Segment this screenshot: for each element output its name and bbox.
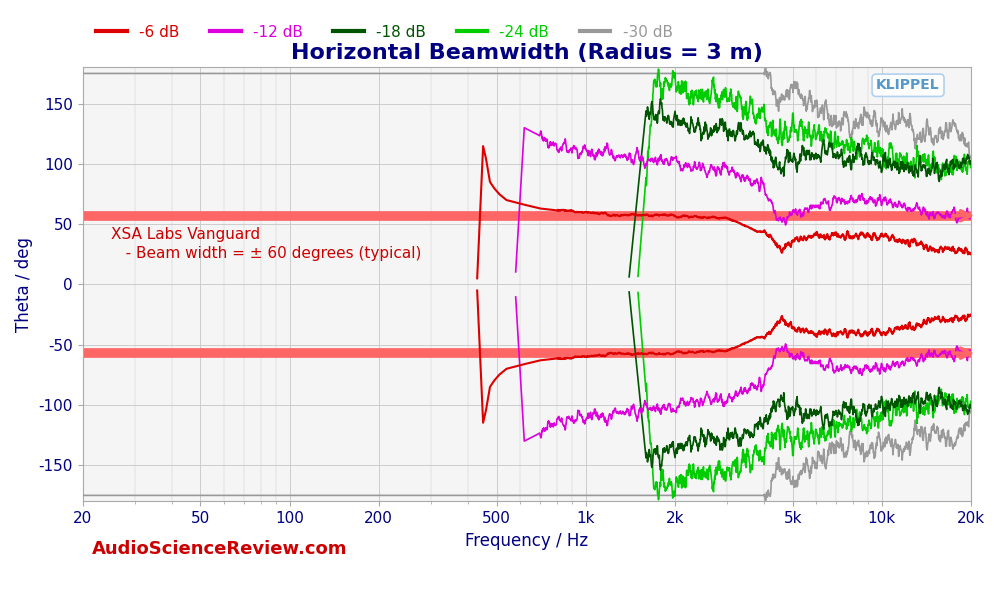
- Text: KLIPPEL: KLIPPEL: [876, 78, 940, 92]
- X-axis label: Frequency / Hz: Frequency / Hz: [465, 532, 588, 550]
- Title: Horizontal Beamwidth (Radius = 3 m): Horizontal Beamwidth (Radius = 3 m): [291, 43, 763, 63]
- Y-axis label: Theta / deg: Theta / deg: [15, 237, 33, 332]
- Legend: -6 dB, -12 dB, -18 dB, -24 dB, -30 dB: -6 dB, -12 dB, -18 dB, -24 dB, -30 dB: [90, 19, 679, 46]
- Text: - Beam width = ± 60 degrees (typical): - Beam width = ± 60 degrees (typical): [111, 246, 422, 261]
- Text: XSA Labs Vanguard: XSA Labs Vanguard: [111, 227, 260, 242]
- Text: AudioScienceReview.com: AudioScienceReview.com: [92, 541, 347, 559]
